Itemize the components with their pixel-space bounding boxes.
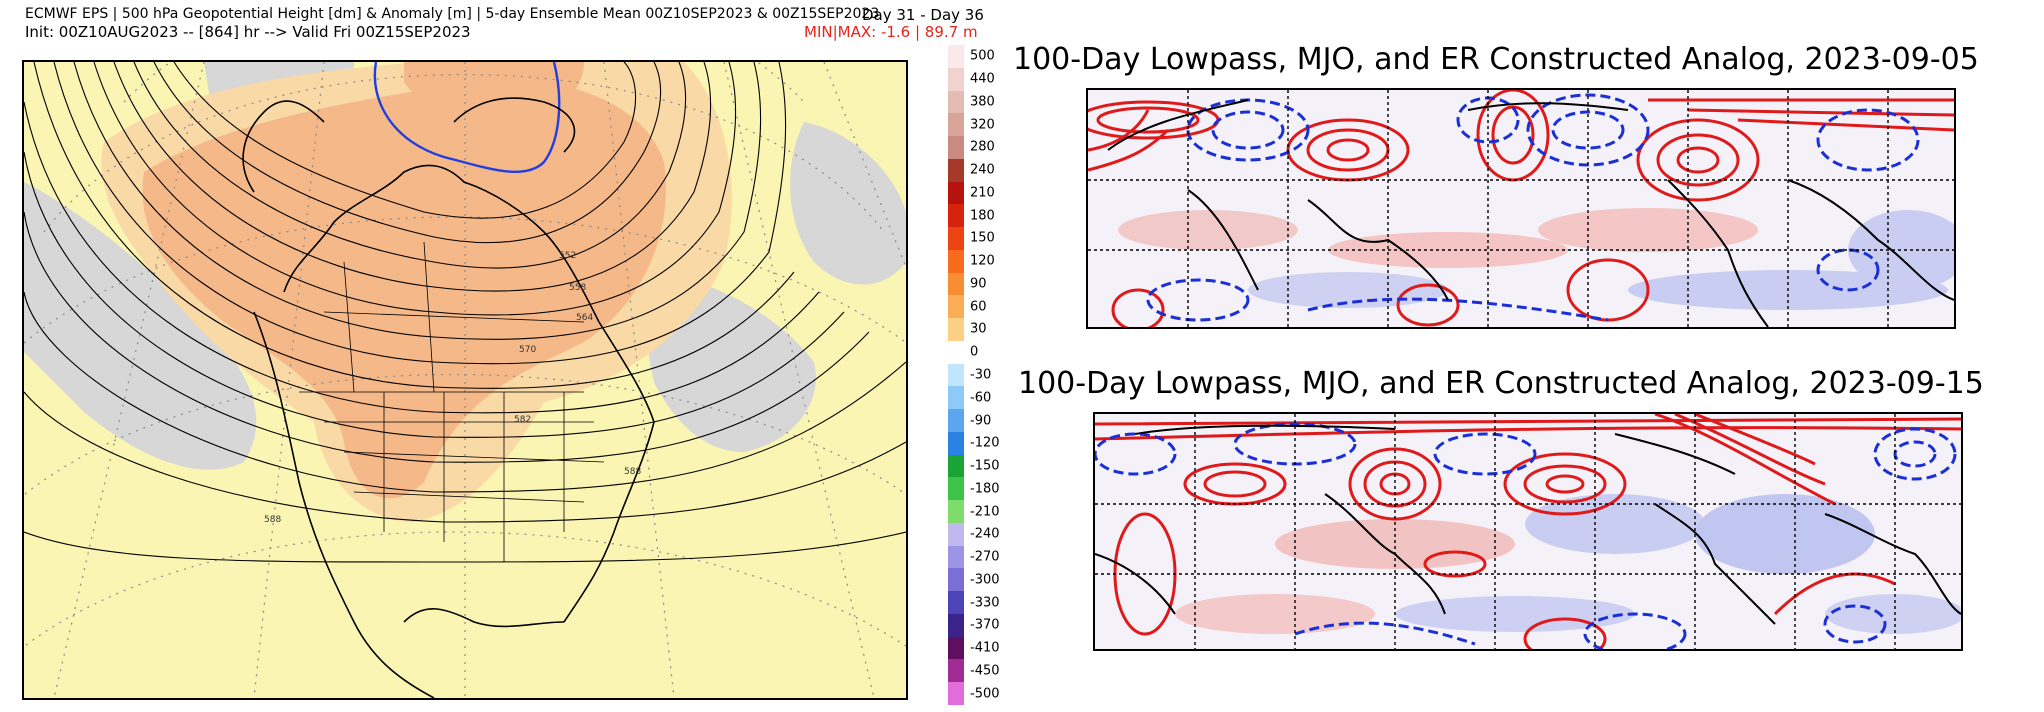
colorbar-labels: 500 440 380 320 280 240 210 180 150 120 90 60 30 0 -30… <box>970 45 1040 705</box>
colorbar-label: -30 <box>970 367 992 383</box>
colorbar-label: 30 <box>970 321 987 337</box>
colorbar-label: 380 <box>970 94 995 110</box>
colorbar-label: 440 <box>970 71 995 87</box>
panel-title-top: 100-Day Lowpass, MJO, and ER Constructed… <box>1013 42 1979 77</box>
colorbar-segment <box>948 204 964 228</box>
state-borders <box>299 241 605 562</box>
colorbar-label: -370 <box>970 617 1000 633</box>
anomaly-colorbar <box>948 45 964 706</box>
contour-label: 588 <box>624 467 641 477</box>
contour-label: 558 <box>569 283 586 293</box>
colorbar-segment <box>948 158 964 183</box>
colorbar-segment <box>948 340 964 365</box>
contour-label: 570 <box>519 345 536 355</box>
colorbar-label: 90 <box>970 276 987 292</box>
colorbar-label: -500 <box>970 686 1000 702</box>
colorbar-label: -90 <box>970 413 992 429</box>
colorbar-label: 120 <box>970 253 995 269</box>
colorbar-segment <box>948 90 964 114</box>
colorbar-label: -450 <box>970 663 1000 679</box>
day-range: Day 31 - Day 36 <box>862 6 984 24</box>
colorbar-segment <box>948 477 964 501</box>
colorbar-segment <box>948 181 964 205</box>
contour-label: 552 <box>559 251 576 261</box>
colorbar-label: -330 <box>970 595 1000 611</box>
colorbar-segment <box>948 136 964 160</box>
colorbar-segment <box>948 45 964 69</box>
colorbar-segment <box>948 363 964 387</box>
geopotential-height-map: 552 558 564 570 582 588 588 <box>22 60 908 700</box>
colorbar-segment <box>948 591 964 615</box>
colorbar-label: -300 <box>970 572 1000 588</box>
colorbar-label: 210 <box>970 185 995 201</box>
colorbar-label: -150 <box>970 458 1000 474</box>
colorbar-label: -240 <box>970 526 1000 542</box>
colorbar-label: 60 <box>970 299 987 315</box>
colorbar-segment <box>948 454 964 478</box>
colorbar-label: -210 <box>970 504 1000 520</box>
contour-label: 582 <box>514 415 531 425</box>
colorbar-segment <box>948 522 964 547</box>
shading-top <box>1118 208 1954 310</box>
anomaly-shading <box>24 62 906 522</box>
colorbar-segment <box>948 659 964 683</box>
analog-panel-bottom <box>1093 412 1963 651</box>
colorbar-segment <box>948 227 964 251</box>
coastline-top <box>1107 99 1954 327</box>
coastline-bottom <box>1095 424 1961 625</box>
colorbar-segment <box>948 568 964 592</box>
contour-540-blue <box>373 62 561 174</box>
colorbar-label: -180 <box>970 481 1000 497</box>
map-header-line2: Init: 00Z10AUG2023 -- [864] hr --> Valid… <box>25 23 471 41</box>
coastlines <box>242 97 655 698</box>
colorbar-segment <box>948 545 964 569</box>
colorbar-segment <box>948 431 964 456</box>
colorbar-segment <box>948 682 964 706</box>
colorbar-label: -410 <box>970 640 1000 656</box>
colorbar-segment <box>948 613 964 638</box>
colorbar-segment <box>948 318 964 342</box>
colorbar-label: 180 <box>970 208 995 224</box>
panel-title-bottom: 100-Day Lowpass, MJO, and ER Constructed… <box>1018 366 1984 401</box>
colorbar-label: -60 <box>970 390 992 406</box>
contour-label: 588 <box>264 515 281 525</box>
map-header-line1: ECMWF EPS | 500 hPa Geopotential Height … <box>25 6 880 22</box>
colorbar-label: 240 <box>970 162 995 178</box>
colorbar-label: 150 <box>970 230 995 246</box>
positive-anomaly-core <box>142 80 666 499</box>
grid-bottom <box>1095 414 1961 649</box>
contour-label: 564 <box>576 313 593 323</box>
colorbar-label: 500 <box>970 48 995 64</box>
colorbar-segment <box>948 409 964 433</box>
shading-bottom <box>1175 494 1961 634</box>
positive-anomaly-arctic <box>404 62 584 132</box>
colorbar-segment <box>948 272 964 296</box>
colorbar-segment <box>948 113 964 137</box>
colorbar-label: 280 <box>970 139 995 155</box>
colorbar-label: 0 <box>970 344 979 360</box>
colorbar-segment <box>948 500 964 524</box>
colorbar-segment <box>948 67 964 91</box>
colorbar-segment <box>948 386 964 410</box>
colorbar-segment <box>948 636 964 660</box>
colorbar-label: 320 <box>970 117 995 133</box>
negative-anomaly-pacific <box>24 182 257 470</box>
analog-panel-top <box>1086 88 1956 329</box>
grid-top <box>1088 90 1954 327</box>
colorbar-label: -120 <box>970 435 1000 451</box>
colorbar-segment <box>948 295 964 319</box>
colorbar-segment <box>948 249 964 274</box>
colorbar-label: -270 <box>970 549 1000 565</box>
negative-anomaly-northatlantic <box>790 122 906 285</box>
minmax-readout: MIN|MAX: -1.6 | 89.7 m <box>804 23 978 41</box>
